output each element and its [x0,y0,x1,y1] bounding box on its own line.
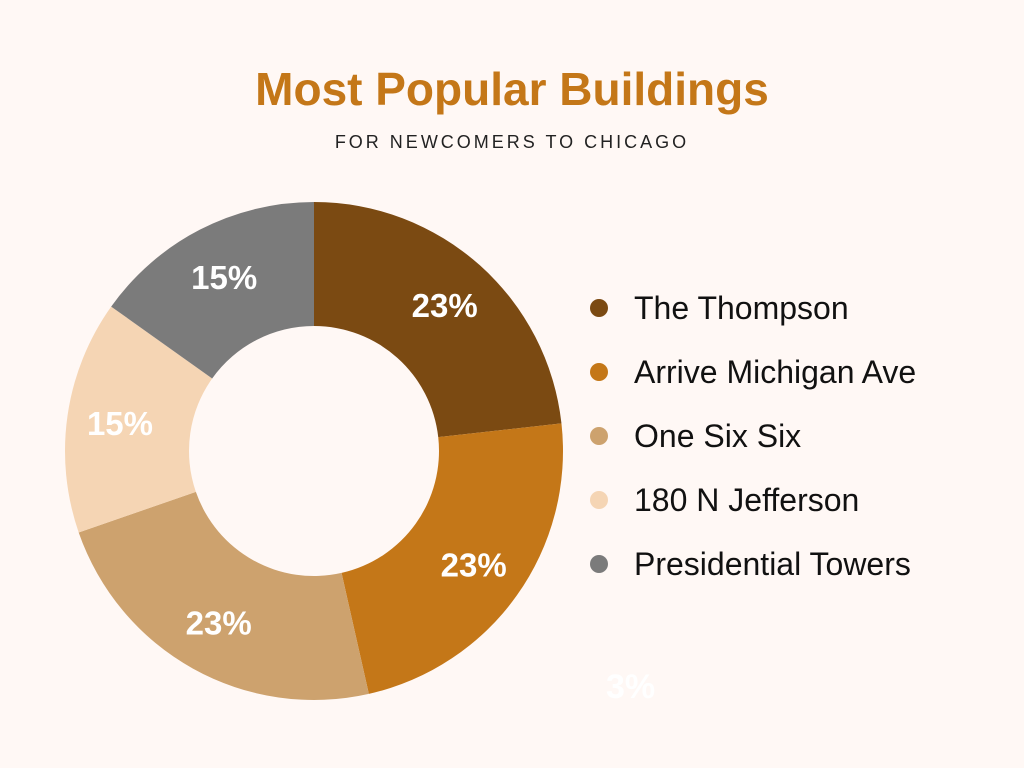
slice-label-2: 23% [441,547,507,584]
legend-item: Presidential Towers [590,532,916,596]
legend-label: One Six Six [634,417,802,454]
legend-swatch-icon [590,299,608,317]
legend-label: 180 N Jefferson [634,481,860,518]
donut-slice-4 [64,306,213,533]
slice-label-3: 23% [186,604,252,641]
legend-item: 180 N Jefferson [590,468,916,532]
legend-item: One Six Six [590,404,916,468]
legend-swatch-icon [590,427,608,445]
donut-slice-1 [314,202,562,438]
legend-item: The Thompson [590,276,916,340]
stray-annotation: 3% [606,668,656,706]
legend-swatch-icon [590,555,608,573]
donut-slice-2 [341,423,563,694]
legend-label: The Thompson [634,289,849,326]
slice-label-1: 23% [412,287,478,324]
donut-slice-5 [111,202,314,379]
donut-slice-3 [78,491,369,700]
legend-swatch-icon [590,363,608,381]
chart-subtitle: FOR NEWCOMERS TO CHICAGO [334,132,690,152]
legend-item: Arrive Michigan Ave [590,340,916,404]
legend-swatch-icon [590,491,608,509]
slice-label-5: 15% [191,259,257,296]
chart-title: Most Popular Buildings [255,63,769,115]
legend: The Thompson Arrive Michigan Ave One Six S… [590,276,916,596]
slice-label-4: 15% [87,405,153,442]
legend-label: Arrive Michigan Ave [634,353,917,390]
legend-label: Presidential Towers [634,545,911,582]
